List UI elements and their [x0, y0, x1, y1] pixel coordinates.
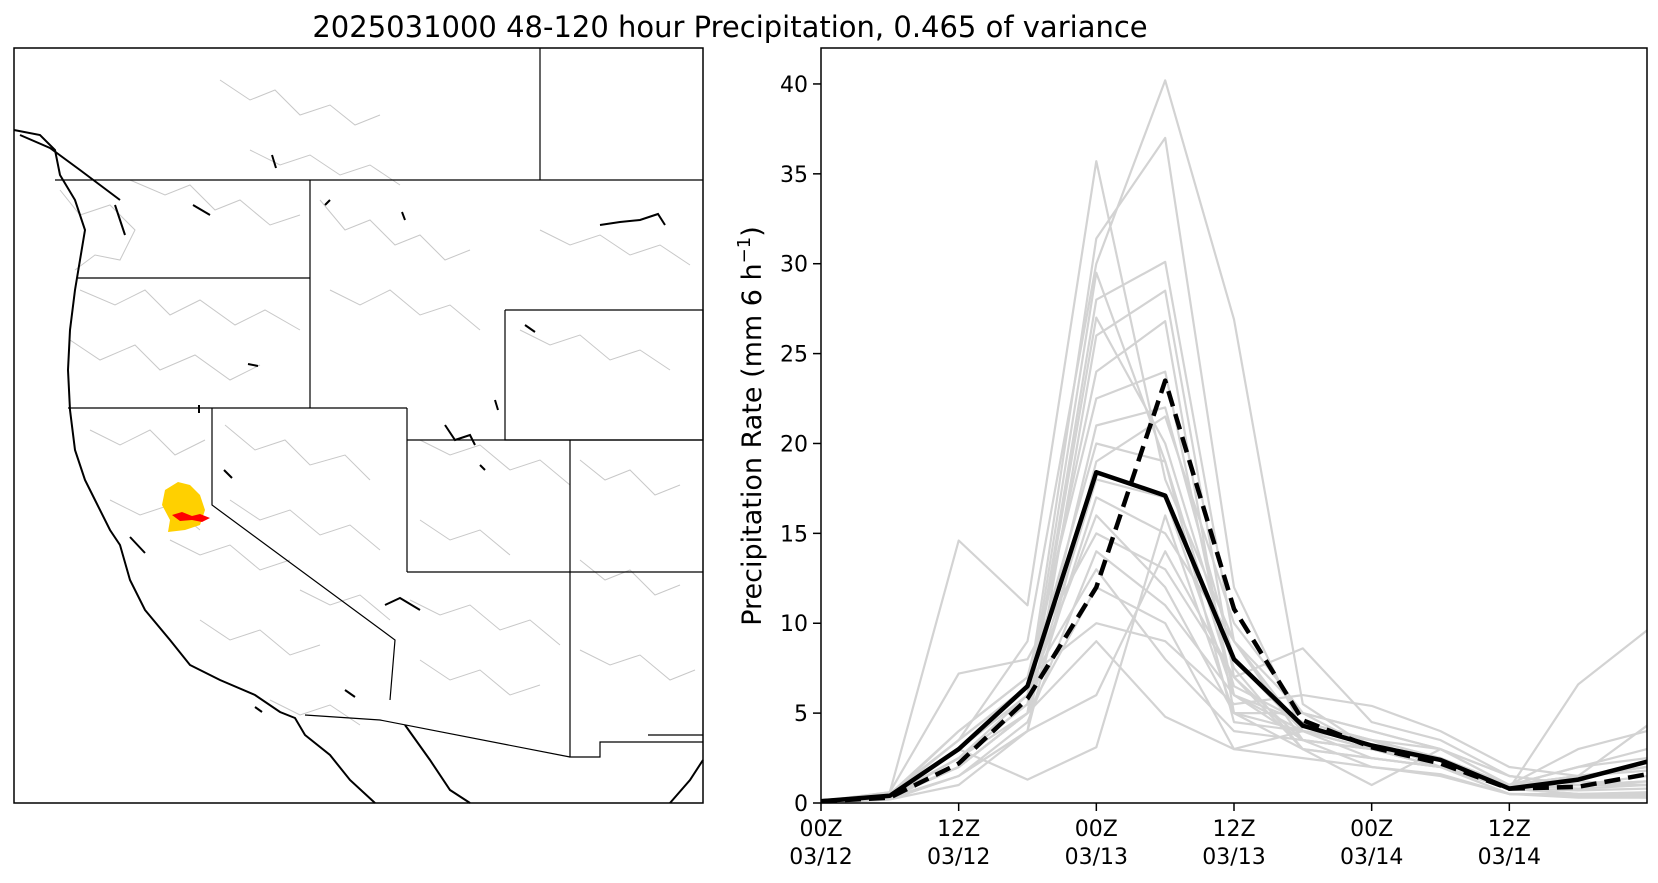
- x-tick-label: 00Z 03/14: [1340, 817, 1403, 870]
- y-tick-label: 40: [780, 73, 808, 98]
- y-tick-label: 30: [780, 253, 808, 278]
- map-state-borders: [55, 48, 704, 758]
- plot-frame: [820, 47, 1648, 804]
- y-axis-label-close: ): [737, 226, 768, 237]
- y-tick-label: 15: [780, 522, 808, 547]
- map-coastline: [13, 129, 704, 804]
- member-series-line: [820, 496, 1648, 803]
- x-tick-label: 00Z 03/13: [1065, 817, 1128, 870]
- x-tick-label: 12Z 03/14: [1478, 817, 1541, 870]
- x-axis: 00Z 03/12 12Z 03/12 00Z 03/13 12Z 03/13 00Z 03/14…: [789, 803, 1541, 870]
- member-series-group: [820, 79, 1648, 805]
- main-series-group: [820, 378, 1648, 804]
- map-lakes: [114, 154, 666, 713]
- map-loading-pattern: [162, 482, 210, 532]
- y-tick-label: 0: [794, 792, 808, 817]
- map-frame: [13, 47, 704, 804]
- figure-title: 2025031000 48-120 hour Precipitation, 0.…: [312, 10, 1148, 44]
- x-tick-label: 00Z 03/12: [789, 817, 852, 870]
- y-axis-label: Precipitation Rate (mm 6 h−1): [734, 226, 768, 626]
- y-axis: 0 5 10 15 20 25 30 35 40: [780, 73, 821, 817]
- member-series-line: [820, 622, 1648, 805]
- member-series-line: [820, 271, 1648, 803]
- y-tick-label: 25: [780, 343, 808, 368]
- y-tick-label: 20: [780, 432, 808, 457]
- y-axis-label-superscript: −1: [734, 237, 755, 264]
- map-basin-lines: [59, 79, 696, 726]
- dashed-series-line: [820, 378, 1648, 804]
- y-axis-label-main: Precipitation Rate (mm 6 h: [737, 263, 768, 625]
- y-tick-label: 35: [780, 163, 808, 188]
- y-tick-label: 10: [780, 612, 808, 637]
- member-series-line: [820, 289, 1648, 805]
- x-tick-label: 12Z 03/13: [1202, 817, 1265, 870]
- x-tick-label: 12Z 03/12: [927, 817, 990, 870]
- member-series-line: [820, 550, 1647, 805]
- y-tick-label: 5: [794, 702, 808, 727]
- member-series-line: [820, 320, 1648, 803]
